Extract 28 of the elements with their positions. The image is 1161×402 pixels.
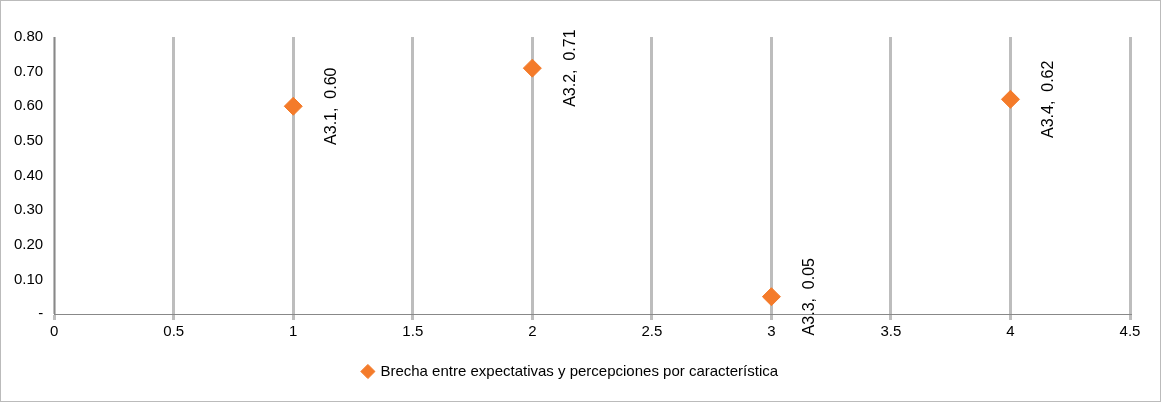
- x-tick-label: 1: [289, 322, 298, 340]
- x-tick-label: 4: [1006, 322, 1015, 340]
- annotation: A3.1, 0.60: [321, 67, 339, 145]
- point: [283, 96, 303, 116]
- y-tick-label: 0.70: [13, 61, 44, 79]
- x-tick-label: 2: [528, 322, 537, 340]
- x-tick-label: 4.5: [1119, 322, 1141, 340]
- x-tick-label: 0: [50, 322, 59, 340]
- y-tick-label: 0.50: [13, 131, 44, 149]
- x-tick-label: 3: [767, 322, 776, 340]
- y-tick-label: 0.20: [13, 234, 44, 252]
- point: [1000, 89, 1020, 109]
- point: [522, 58, 542, 78]
- y-tick-label: 0.60: [13, 96, 44, 114]
- annotation: A3.2, 0.71: [560, 29, 578, 107]
- y-tick-label: 0.10: [13, 269, 44, 287]
- y-tick-label: 0.40: [13, 165, 44, 183]
- y-tick-label: -: [38, 304, 44, 322]
- x-tick-label: 1.5: [402, 322, 424, 340]
- x-tick-label: 3.5: [880, 322, 902, 340]
- legend-label: Brecha entre expectativas y percepciones por característica: [380, 361, 779, 379]
- x-tick-label: 0.5: [163, 322, 185, 340]
- annotation: A3.3, 0.05: [799, 257, 817, 336]
- y-tick-label: 0.80: [13, 27, 44, 45]
- y-tick-label: 0.30: [13, 200, 44, 218]
- x-tick-label: 2.5: [641, 322, 663, 340]
- point: [761, 287, 781, 307]
- annotation: A3.4, 0.62: [1038, 60, 1056, 139]
